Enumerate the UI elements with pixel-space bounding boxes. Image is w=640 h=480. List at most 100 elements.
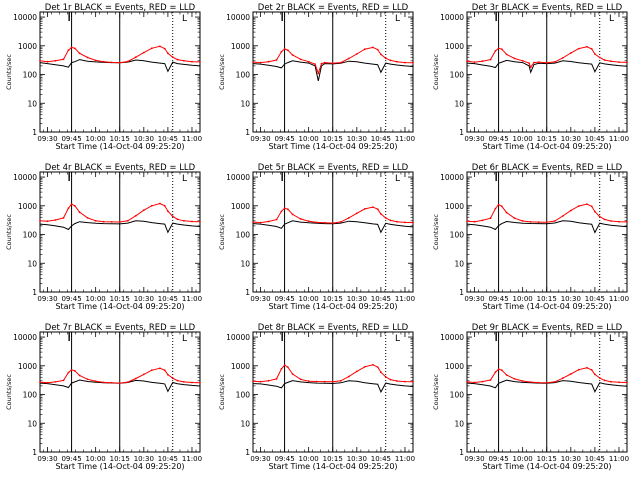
lld-series-point (545, 61, 548, 64)
lld-series-point (163, 369, 166, 372)
y-tick-label: 1000 (445, 42, 464, 51)
x-tick-label: 10:45 (158, 455, 178, 463)
lld-series-point (473, 220, 476, 223)
x-tick-label: 09:30 (464, 295, 484, 303)
y-tick-label: 1 (245, 448, 250, 457)
lld-series-point (171, 56, 174, 59)
lld-series-point (150, 204, 153, 207)
lld-series-point (183, 381, 185, 383)
y-tick-label: 100 (236, 391, 251, 400)
lld-series-point (561, 377, 564, 380)
lld-series-point (603, 218, 606, 221)
y-tick-label: 10 (240, 419, 250, 428)
lld-series-point (561, 215, 564, 217)
lld-series-point (513, 57, 516, 60)
lld-series-point (39, 219, 41, 222)
x-tick-label: 11:00 (609, 455, 629, 463)
lld-series-point (363, 365, 366, 368)
lld-series-point (199, 61, 201, 63)
y-tick-label: 10 (454, 99, 464, 108)
lld-series-point (171, 377, 174, 380)
lld-series-point (389, 219, 392, 222)
lld-series-point (46, 220, 49, 223)
x-tick-label: 09:30 (250, 135, 270, 143)
x-tick-label: 11:00 (609, 295, 629, 303)
lld-series-point (355, 370, 358, 373)
lld-series-point (199, 381, 201, 384)
y-tick-label: 100 (23, 391, 38, 400)
lld-series-point (389, 378, 392, 381)
plot-title: Det 8r BLACK = Events, RED = LLD (258, 323, 409, 333)
lld-series-point (594, 373, 596, 376)
lld-series-point (286, 208, 289, 211)
events-series-line (39, 220, 201, 234)
x-tick-label: 11:00 (609, 135, 629, 143)
y-tick-label: 10000 (226, 13, 250, 22)
lld-series-point (126, 381, 129, 383)
x-tick-label: 10:15 (323, 295, 343, 303)
x-tick-label: 10:45 (585, 455, 605, 463)
lld-series-point (529, 66, 532, 69)
lld-series-point (412, 221, 414, 224)
corner-mark: L (395, 174, 400, 184)
lld-series-point (481, 219, 484, 222)
lld-series-point (489, 58, 492, 61)
lld-series-point (347, 375, 350, 378)
lld-series-point (78, 52, 81, 55)
y-tick-label: 1000 (231, 362, 250, 371)
y-axis-label: Counts/sec (5, 54, 13, 90)
lld-series-point (545, 221, 548, 224)
lld-series-point (489, 217, 492, 220)
lld-series-point (275, 218, 278, 221)
lld-series-point (78, 211, 81, 214)
lld-series-point (603, 59, 606, 61)
y-axis-label: Counts/sec (218, 214, 226, 250)
lld-series-point (521, 220, 524, 222)
lld-series-point (110, 221, 113, 223)
x-tick-label: 10:00 (86, 455, 106, 463)
lld-series-point (384, 376, 387, 378)
y-tick-label: 100 (450, 231, 465, 240)
lld-series-point (54, 59, 57, 62)
lld-series-point (73, 47, 76, 50)
x-tick-label: 09:30 (464, 455, 484, 463)
x-tick-label: 10:30 (561, 295, 581, 303)
plot-panel-3: Det 3r BLACK = Events, RED = LLD 1 10 100 10… (432, 3, 629, 151)
x-tick-label: 09:45 (488, 455, 508, 463)
lld-series-point (134, 214, 137, 217)
lld-series-point (291, 54, 294, 56)
lld-series-point (102, 381, 105, 384)
lld-series-point (396, 380, 398, 382)
lld-series-point (323, 380, 326, 383)
y-tick-label: 10 (454, 419, 464, 428)
lld-series-point (150, 369, 153, 372)
lld-series-point (252, 61, 254, 63)
lld-series-point (598, 56, 601, 59)
lld-series-point (126, 60, 129, 63)
lld-series-point (594, 210, 596, 213)
lld-series-point (376, 366, 379, 368)
x-tick-label: 09:45 (488, 135, 508, 143)
y-tick-label: 1 (32, 128, 37, 137)
x-tick-label: 10:45 (158, 295, 178, 303)
lld-series-point (372, 46, 374, 49)
x-tick-label: 10:15 (110, 135, 130, 143)
x-tick-label: 09:30 (37, 135, 57, 143)
lld-series-point (171, 215, 174, 218)
lld-series-point (363, 48, 366, 51)
lld-series-point (577, 47, 580, 50)
lld-series-point (610, 220, 612, 222)
plot-title: Det 9r BLACK = Events, RED = LLD (472, 323, 623, 333)
lld-series-point (404, 61, 406, 64)
lld-series-point (553, 220, 556, 222)
plot-title: Det 5r BLACK = Events, RED = LLD (258, 163, 409, 173)
y-tick-label: 100 (23, 231, 38, 240)
lld-series-point (363, 208, 366, 210)
lld-series-point (110, 61, 113, 64)
lld-series-point (481, 60, 484, 63)
plot-title: Det 6r BLACK = Events, RED = LLD (472, 163, 623, 173)
lld-series-point (404, 380, 406, 383)
lld-series-point (473, 61, 476, 63)
lld-series-point (118, 382, 121, 384)
lld-series-point (598, 377, 601, 379)
